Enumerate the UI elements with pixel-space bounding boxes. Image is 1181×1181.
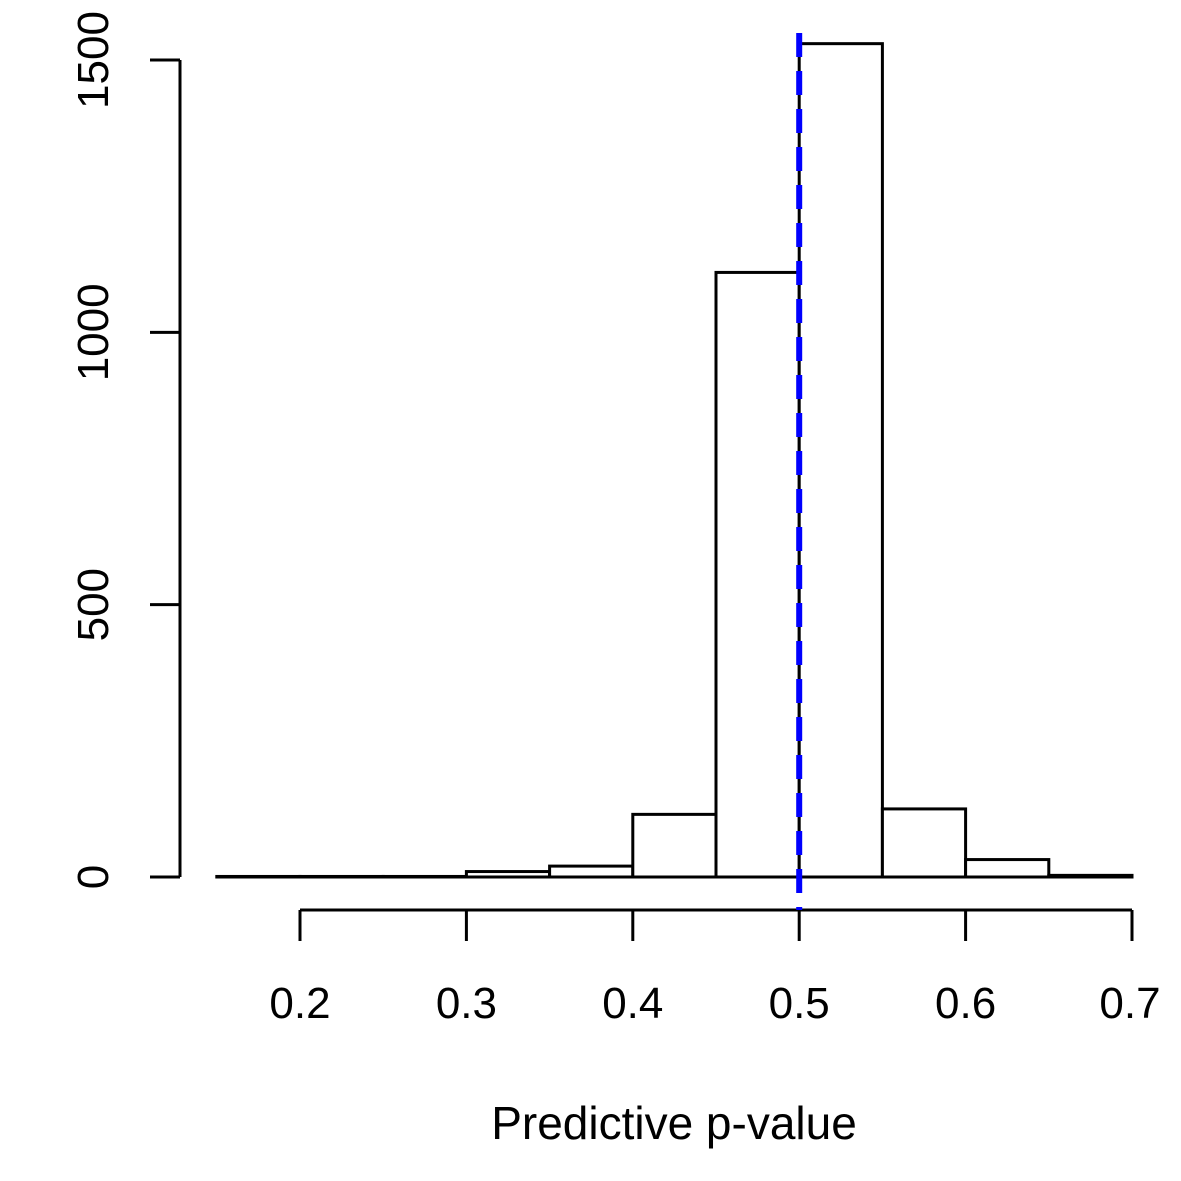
x-tick-label: 0.2	[269, 979, 330, 1028]
x-axis: 0.2 0.3 0.4 0.5 0.6 0.7	[269, 908, 1161, 1028]
histogram-bar	[797, 42, 884, 879]
histogram-bar	[964, 858, 1051, 879]
histogram-bar	[464, 870, 552, 879]
histogram-bar	[631, 812, 718, 879]
histogram-bar	[298, 874, 385, 879]
histogram-bar	[381, 874, 468, 879]
histogram-bars	[215, 42, 1134, 879]
histogram-bar	[215, 874, 302, 879]
x-tick-label: 0.5	[769, 979, 830, 1028]
y-axis: 0 500 1000 1500	[69, 11, 182, 889]
y-tick-label: 500	[69, 568, 118, 641]
y-tick-label: 1500	[69, 11, 118, 109]
histogram-bar	[1047, 873, 1134, 879]
y-tick-label: 0	[69, 865, 118, 889]
x-axis-title: Predictive p-value	[491, 1097, 857, 1149]
x-tick-label: 0.3	[436, 979, 497, 1028]
histogram-bar	[714, 270, 801, 879]
x-tick-label: 0.6	[935, 979, 996, 1028]
x-tick-label: 0.7	[1099, 979, 1160, 1028]
histogram-bar	[880, 807, 968, 879]
histogram-bar	[548, 864, 635, 879]
x-tick-label: 0.4	[602, 979, 663, 1028]
y-tick-label: 1000	[69, 283, 118, 381]
